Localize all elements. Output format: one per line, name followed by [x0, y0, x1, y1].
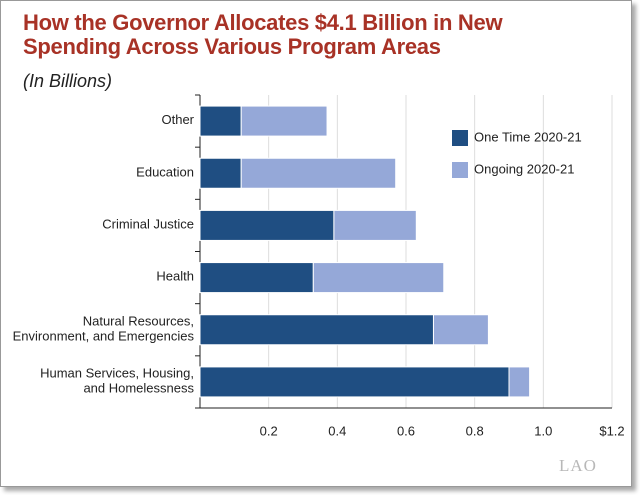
legend-swatch	[452, 162, 468, 178]
x-tick-label: $1.2	[599, 423, 624, 438]
bar-segment	[199, 366, 510, 398]
x-tick-label: 1.0	[534, 423, 552, 438]
y-tick-label: Natural Resources, Environment, and Emerg…	[13, 314, 195, 344]
y-tick-label: Health	[156, 269, 194, 284]
bar-segment	[333, 209, 417, 241]
x-tick-label: 0.2	[260, 423, 278, 438]
legend-label: Ongoing 2020-21	[474, 161, 574, 176]
bar-segment	[199, 209, 335, 241]
y-tick-label: Criminal Justice	[102, 217, 194, 232]
bar-segment	[199, 262, 314, 294]
x-tick-label: 0.4	[328, 423, 346, 438]
chart-frame: How the Governor Allocates $4.1 Billion …	[0, 0, 632, 487]
y-tick-label: Education	[136, 165, 194, 180]
bar-segment	[199, 314, 434, 346]
logo: LAO	[559, 456, 597, 475]
legend-label: One Time 2020-21	[474, 129, 582, 144]
bar-segment	[508, 366, 531, 398]
bar-segment	[199, 105, 242, 137]
chart-subtitle: (In Billions)	[23, 71, 113, 91]
bar-segment	[240, 105, 328, 137]
legend-swatch	[452, 130, 468, 146]
bar-segment	[240, 157, 397, 189]
bar-segment	[312, 262, 445, 294]
x-tick-label: 0.8	[466, 423, 484, 438]
x-tick-label: 0.6	[397, 423, 415, 438]
y-tick-label: Other	[161, 113, 194, 128]
bar-segment	[432, 314, 489, 346]
bar-segment	[199, 157, 242, 189]
y-tick-label: Human Services, Housing, and Homelessness	[40, 366, 194, 396]
chart-title: How the Governor Allocates $4.1 Billion …	[23, 10, 503, 59]
